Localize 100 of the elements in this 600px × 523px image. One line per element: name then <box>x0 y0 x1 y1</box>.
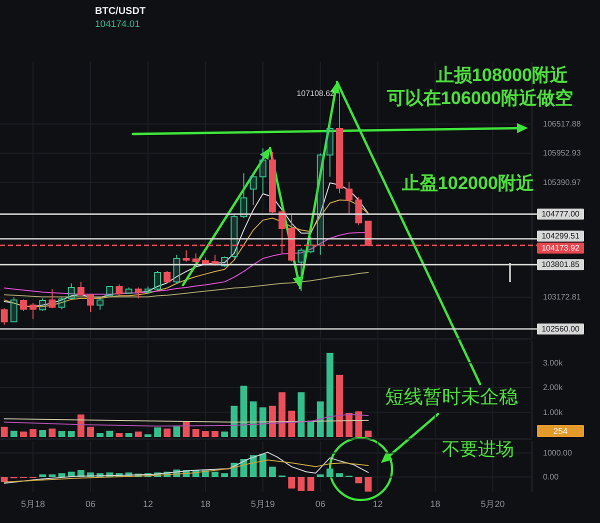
annotation: 107108.62 <box>296 88 336 98</box>
bar <box>316 401 324 437</box>
bar <box>116 433 123 437</box>
y-tick-label: 3.00k <box>543 358 564 368</box>
bar <box>230 406 238 437</box>
bar <box>144 434 152 437</box>
candlestick <box>182 250 190 262</box>
y-tick-label: 103172.81 <box>543 292 582 302</box>
bar <box>259 454 266 477</box>
candlestick <box>298 248 305 292</box>
bar <box>278 392 286 437</box>
candlestick <box>144 286 152 294</box>
bar <box>106 430 114 437</box>
candlestick <box>154 270 162 291</box>
candlestick <box>355 196 362 226</box>
candlestick <box>259 148 266 194</box>
candlestick <box>30 302 37 320</box>
annotation: 止盈102000附近 <box>400 173 535 193</box>
bar <box>212 472 218 477</box>
y-tick-label: 106517.88 <box>543 119 582 128</box>
bar <box>336 374 343 437</box>
bar <box>87 426 94 437</box>
candlestick <box>326 119 334 178</box>
bar <box>298 392 305 437</box>
bar <box>326 352 334 437</box>
annotation: 短线暂时未企稳 <box>385 386 518 408</box>
y-tick-label: 2.00k <box>543 383 564 392</box>
x-tick-label: 06 <box>85 499 96 509</box>
bar <box>212 431 218 437</box>
y-tick-label: 105952.93 <box>543 148 582 158</box>
bar <box>288 410 296 437</box>
candlestick <box>0 308 8 326</box>
bar <box>20 432 27 437</box>
line-series <box>4 272 369 298</box>
x-tick-label: 18 <box>430 499 440 509</box>
bar <box>173 426 180 437</box>
bar <box>307 477 314 491</box>
bar <box>58 431 66 437</box>
annotation: 可以在106000附近做空 <box>386 88 573 108</box>
x-tick-label: 5月19 <box>250 499 275 509</box>
bar <box>259 407 266 437</box>
bar <box>326 468 334 477</box>
bar <box>192 429 200 437</box>
candlestick <box>307 236 314 254</box>
y-tick-label: 1.00k <box>543 408 564 417</box>
bar <box>250 455 257 477</box>
ref-line-label: 104777.00 <box>542 210 580 219</box>
bar <box>355 411 362 437</box>
bar <box>364 430 372 437</box>
bar <box>48 428 56 437</box>
bar <box>355 477 362 484</box>
bar <box>202 431 209 437</box>
x-tick-label: 06 <box>315 499 326 509</box>
bar <box>269 466 276 477</box>
candlestick <box>230 212 238 260</box>
ref-line-label: 104299.51 <box>542 232 580 241</box>
candlestick <box>125 287 132 294</box>
bar <box>298 477 305 491</box>
candlestick <box>68 282 75 300</box>
candlestick <box>134 287 142 299</box>
text: 254 <box>553 426 568 436</box>
ref-line-label: 104173.92 <box>542 244 580 253</box>
bar <box>164 428 171 437</box>
candlestick <box>164 270 171 284</box>
bar <box>77 414 84 437</box>
candlestick <box>20 298 27 312</box>
bar <box>269 406 276 437</box>
bar <box>154 427 161 437</box>
annotation: 不要进场 <box>442 439 514 460</box>
bar <box>125 433 132 437</box>
candlestick <box>192 252 200 264</box>
bar <box>221 432 228 437</box>
candlestick <box>250 172 257 206</box>
candlestick <box>77 281 84 296</box>
y-tick-label: 1000.00 <box>543 448 572 458</box>
bar <box>364 477 372 492</box>
bar <box>346 413 353 437</box>
bar <box>250 401 257 437</box>
bar <box>39 474 46 477</box>
bar <box>39 430 46 437</box>
candlestick <box>58 296 66 310</box>
bar <box>58 473 66 477</box>
candlestick <box>96 298 104 310</box>
candlestick <box>10 296 18 323</box>
annotation: 止损108000附近 <box>434 65 569 85</box>
bar <box>336 473 343 477</box>
x-tick-label: 18 <box>200 499 210 509</box>
bar <box>96 433 104 437</box>
bar <box>10 430 18 437</box>
y-tick-label: 0.00 <box>543 472 560 482</box>
bar <box>134 432 142 437</box>
candlestick <box>173 254 180 284</box>
chart-title: BTC/USDT <box>95 6 146 17</box>
x-tick-label: 5月20 <box>480 499 505 509</box>
candlestick <box>268 151 276 214</box>
x-tick-label: 5月18 <box>21 499 46 509</box>
x-tick-label: 12 <box>372 499 383 509</box>
bar <box>288 477 296 489</box>
candlestick <box>346 181 353 214</box>
x-tick-label: 12 <box>142 499 153 509</box>
